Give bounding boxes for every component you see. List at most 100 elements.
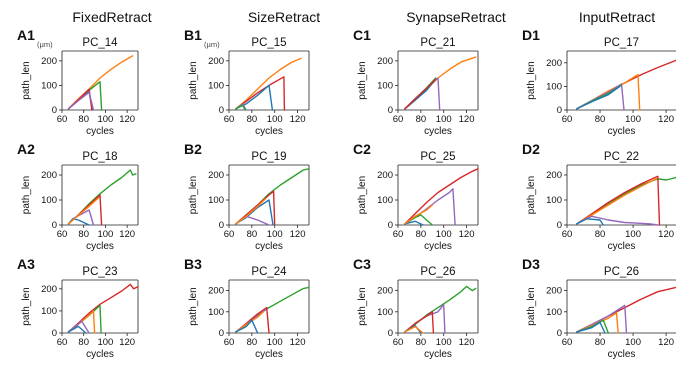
x-tick-label-b2-100: 100 <box>267 229 283 240</box>
panel-label-b3: B3 <box>184 256 202 272</box>
y-axis-label-b1: path_len <box>188 61 199 99</box>
y-tick-label-a2-100: 100 <box>41 195 57 206</box>
series-line-d2-red <box>576 175 661 226</box>
panel-d2: D2 PC_22 60 80 100 120 0 100 200 cycles path_len <box>522 141 676 252</box>
y-tick-label-b1-0: 0 <box>219 105 224 116</box>
x-tick-label-d1-60: 60 <box>562 114 573 125</box>
panel-d1: D1 PC_17 60 80 100 120 0 100 200 cycles path_len <box>522 27 676 137</box>
x-tick-label-b1-120: 120 <box>290 114 306 125</box>
panel-label-a2: A2 <box>17 141 35 157</box>
x-tick-label-a3-80: 80 <box>78 337 89 348</box>
y-tick-label-d2-200: 200 <box>546 170 562 181</box>
panel-title-d3: PC_26 <box>604 266 639 278</box>
y-axis-label-d2: path_len <box>526 176 537 214</box>
x-tick-label-c1-120: 120 <box>459 114 475 125</box>
y-tick-label-d2-0: 0 <box>557 220 562 231</box>
panel-title-a3: PC_23 <box>82 266 117 278</box>
x-tick-label-a1-120: 120 <box>119 114 135 125</box>
y-axis-label-c1: path_len <box>357 61 368 99</box>
x-tick-label-a1-80: 80 <box>78 114 89 125</box>
column-title-fixedretract: FixedRetract <box>72 9 151 25</box>
panel-title-a1: PC_14 <box>82 37 118 49</box>
series-line-c3-red <box>404 311 435 334</box>
y-tick-label-b2-100: 100 <box>208 195 224 206</box>
y-tick-label-c1-200: 200 <box>377 56 393 67</box>
panel-label-c1: C1 <box>353 27 371 43</box>
y-tick-label-c1-100: 100 <box>377 80 393 91</box>
panel-label-d1: D1 <box>522 27 540 43</box>
x-axis-label-b2: cycles <box>255 241 283 252</box>
y-axis-label-d1: path_len <box>526 61 537 99</box>
panel-label-a3: A3 <box>17 256 35 272</box>
series-line-d3-blue <box>576 321 606 334</box>
x-tick-label-a2-80: 80 <box>78 229 89 240</box>
x-tick-label-d1-120: 120 <box>658 114 674 125</box>
panel-label-c3: C3 <box>353 256 371 272</box>
x-tick-label-a3-100: 100 <box>97 337 113 348</box>
x-tick-label-c3-100: 100 <box>436 337 452 348</box>
x-tick-label-b2-120: 120 <box>290 229 306 240</box>
x-tick-label-b3-100: 100 <box>267 337 283 348</box>
series-line-d2-blue <box>576 218 604 226</box>
x-tick-label-b2-80: 80 <box>247 229 258 240</box>
x-axis-label-d2: cycles <box>608 241 636 252</box>
y-tick-label-a1-100: 100 <box>41 80 57 91</box>
series-line-d2-orange <box>576 178 657 225</box>
panel-title-c1: PC_21 <box>420 37 455 49</box>
y-tick-label-d3-200: 200 <box>546 286 562 297</box>
x-tick-label-d3-100: 100 <box>625 337 641 348</box>
unit-label-a1: (μm) <box>37 40 53 49</box>
x-axis-label-a3: cycles <box>86 349 114 360</box>
x-tick-label-b1-80: 80 <box>247 114 258 125</box>
y-tick-label-b2-0: 0 <box>219 220 224 231</box>
panel-label-d3: D3 <box>522 256 540 272</box>
x-tick-label-b1-60: 60 <box>224 114 235 125</box>
x-axis-label-b3: cycles <box>255 349 283 360</box>
x-tick-label-d3-80: 80 <box>595 337 606 348</box>
series-line-c2-blue <box>404 220 424 226</box>
y-axis-label-a3: path_len <box>21 287 32 325</box>
y-tick-label-d2-100: 100 <box>546 195 562 206</box>
x-tick-label-c1-80: 80 <box>416 114 427 125</box>
panel-c2: C2 PC_25 60 80 100 120 0 100 200 cycles path_len <box>353 141 479 252</box>
x-tick-label-b3-80: 80 <box>247 337 258 348</box>
panel-title-c3: PC_26 <box>420 266 455 278</box>
y-tick-label-d3-100: 100 <box>546 307 562 318</box>
x-axis-label-b1: cycles <box>255 126 283 137</box>
y-tick-label-c2-0: 0 <box>388 220 393 231</box>
y-tick-label-b3-200: 200 <box>208 286 224 297</box>
x-tick-label-c3-80: 80 <box>416 337 427 348</box>
column-title-sizeretract: SizeRetract <box>248 9 320 25</box>
x-tick-label-a1-60: 60 <box>57 114 68 125</box>
panel-title-d2: PC_22 <box>604 151 639 163</box>
unit-label-b1: (μm) <box>204 40 220 49</box>
panel-label-b2: B2 <box>184 141 202 157</box>
panel-label-a1: A1 <box>17 27 35 43</box>
x-tick-label-d2-120: 120 <box>658 229 674 240</box>
y-tick-label-d3-0: 0 <box>557 328 562 339</box>
x-tick-label-c2-120: 120 <box>459 229 475 240</box>
y-tick-label-a3-0: 0 <box>52 328 57 339</box>
y-tick-label-a1-200: 200 <box>41 56 57 67</box>
y-tick-label-b1-100: 100 <box>208 80 224 91</box>
y-tick-label-c3-0: 0 <box>388 328 393 339</box>
panels: A1 PC_14 (μm) 60 80 100 120 0 100 200 cycles path_l… <box>17 27 676 360</box>
panel-d3: D3 PC_26 60 80 100 120 0 100 200 cycles path_len <box>522 256 676 360</box>
series-line-a3-blue <box>67 325 87 334</box>
panel-a3: A3 PC_23 60 80 100 120 0 100 200 cycles path_len <box>17 256 139 360</box>
x-tick-label-d2-80: 80 <box>595 229 606 240</box>
panel-b1: B1 PC_15 (μm) 60 80 100 120 0 100 200 cycles path_l… <box>184 27 310 137</box>
x-tick-label-a2-60: 60 <box>57 229 68 240</box>
y-axis-label-c2: path_len <box>357 176 368 214</box>
x-axis-label-a2: cycles <box>86 241 114 252</box>
series-line-c3-orange <box>404 325 424 334</box>
x-tick-label-c1-100: 100 <box>436 114 452 125</box>
panel-label-c2: C2 <box>353 141 371 157</box>
x-tick-label-a1-100: 100 <box>97 114 113 125</box>
series-line-a2-orange <box>67 196 100 225</box>
series-line-c2-red <box>404 168 479 225</box>
column-title-inputretract: InputRetract <box>579 9 655 25</box>
x-axis-label-c2: cycles <box>424 241 452 252</box>
y-tick-label-b3-0: 0 <box>219 328 224 339</box>
